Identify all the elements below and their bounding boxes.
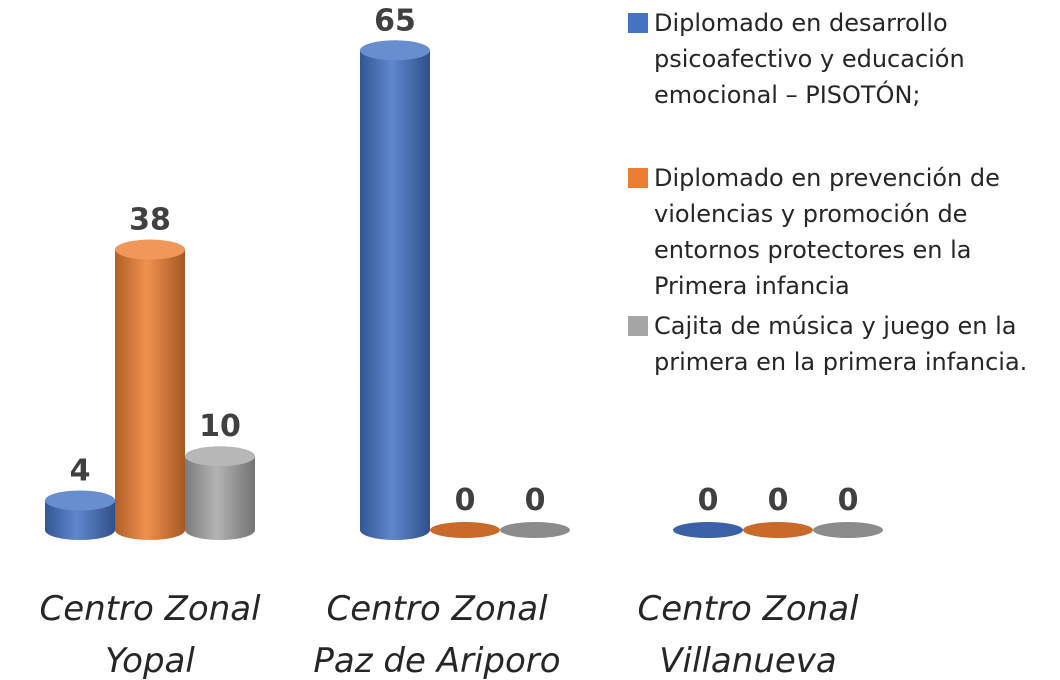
value-label: 0 (455, 483, 476, 518)
bar-top (115, 239, 185, 260)
legend-label: Cajita de música y juego en la primera e… (654, 312, 1028, 376)
value-label: 0 (525, 483, 546, 518)
bar-top (430, 522, 500, 538)
legend-swatch (628, 168, 648, 188)
bar-top (185, 446, 255, 467)
bar-top (813, 522, 883, 538)
legend-entry: Diplomado en prevención de violencias y … (628, 160, 1058, 304)
x-tick-label: Centro Zonal (637, 589, 859, 629)
value-label: 0 (838, 483, 859, 518)
legend-entry: Diplomado en desarrollo psicoafectivo y … (628, 5, 1058, 113)
bar (430, 522, 500, 538)
bar (813, 522, 883, 538)
legend-label: Diplomado en desarrollo psicoafectivo y … (654, 9, 965, 109)
legend-swatch (628, 316, 648, 336)
bar-body (360, 50, 430, 541)
bar-body (185, 456, 255, 540)
bar-top (360, 40, 430, 61)
bar (45, 490, 115, 540)
bar-body (45, 500, 115, 540)
bar (360, 40, 430, 541)
bar (673, 522, 743, 538)
x-tick-label: Paz de Ariporo (313, 641, 560, 680)
bar-top (673, 522, 743, 538)
value-label: 0 (768, 483, 789, 518)
bar (185, 446, 255, 540)
bar-top (743, 522, 813, 538)
value-label: 0 (698, 483, 719, 518)
value-label: 38 (129, 203, 171, 238)
bar (115, 239, 185, 540)
bar-top (500, 522, 570, 538)
legend-label: Diplomado en prevención de violencias y … (654, 164, 1000, 300)
value-label: 10 (199, 409, 241, 444)
legend-swatch (628, 13, 648, 33)
value-label: 65 (374, 3, 416, 38)
x-tick-label: Yopal (105, 641, 195, 680)
bar-top (45, 490, 115, 511)
x-tick-label: Centro Zonal (326, 589, 548, 629)
bar (500, 522, 570, 538)
x-tick-label: Villanueva (659, 641, 836, 680)
legend-entry: Cajita de música y juego en la primera e… (628, 308, 1058, 380)
value-label: 4 (70, 453, 91, 488)
bar-body (115, 249, 185, 540)
x-tick-label: Centro Zonal (39, 589, 261, 629)
bar (743, 522, 813, 538)
